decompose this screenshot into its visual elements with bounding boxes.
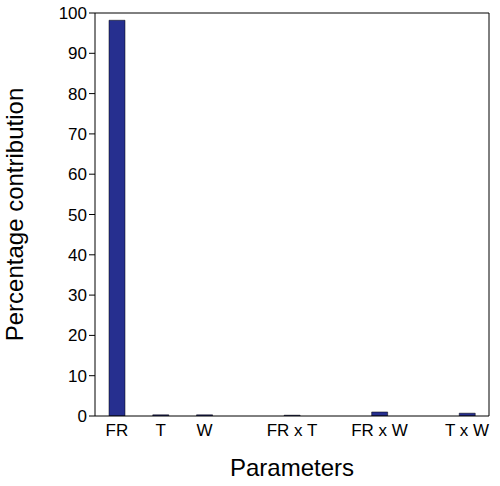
svg-text:FR x T: FR x T (267, 421, 318, 440)
svg-text:80: 80 (68, 85, 87, 104)
svg-text:FR: FR (106, 421, 129, 440)
svg-text:60: 60 (68, 165, 87, 184)
svg-text:0: 0 (78, 407, 87, 426)
svg-text:100: 100 (59, 4, 87, 23)
svg-text:W: W (196, 421, 212, 440)
svg-text:Percentage contribution: Percentage contribution (8, 88, 28, 342)
svg-text:40: 40 (68, 246, 87, 265)
svg-text:50: 50 (68, 206, 87, 225)
svg-text:T x W: T x W (445, 421, 489, 440)
svg-text:Parameters: Parameters (230, 454, 354, 481)
svg-text:30: 30 (68, 286, 87, 305)
svg-text:FR x W: FR x W (351, 421, 408, 440)
svg-text:70: 70 (68, 125, 87, 144)
svg-text:10: 10 (68, 367, 87, 386)
svg-text:T: T (155, 421, 165, 440)
svg-text:20: 20 (68, 326, 87, 345)
svg-text:90: 90 (68, 44, 87, 63)
